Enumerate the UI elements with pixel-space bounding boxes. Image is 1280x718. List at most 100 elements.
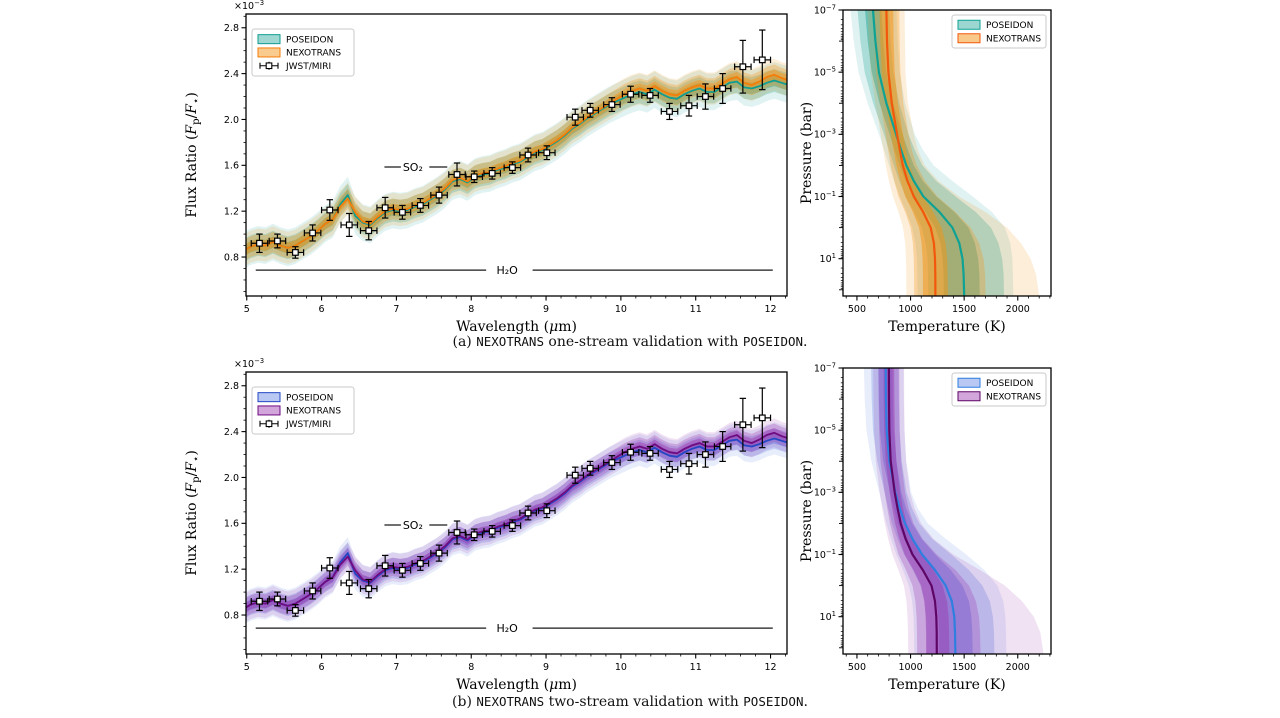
pt-band-nexotrans-1 bbox=[878, 368, 981, 654]
pt-band-nexotrans-0 bbox=[883, 368, 950, 654]
svg-text:2.4: 2.4 bbox=[224, 69, 239, 80]
svg-text:11: 11 bbox=[690, 304, 702, 315]
data-point bbox=[753, 29, 772, 91]
svg-text:2.0: 2.0 bbox=[224, 473, 239, 484]
data-point bbox=[537, 503, 556, 519]
pt-band-nexotrans-0 bbox=[879, 10, 948, 296]
svg-text:500: 500 bbox=[848, 304, 866, 315]
data-point bbox=[641, 445, 659, 461]
annotation-H₂O: H₂O bbox=[255, 622, 773, 635]
data-point bbox=[465, 528, 484, 542]
data-point bbox=[483, 525, 502, 538]
legend-label: JWST/MIRI bbox=[285, 62, 331, 72]
svg-text:1.6: 1.6 bbox=[224, 519, 239, 530]
spectrum-chart-b: SO₂ H₂O 5 6 7 8 9 10 11 12 0.8 1.2 1.6 2.0 2.4 2.8 ×10−3… bbox=[184, 358, 788, 693]
svg-text:SO₂: SO₂ bbox=[403, 519, 423, 532]
axes: 5 6 7 8 9 10 11 12 0.8 1.2 1.6 2.0 2.4 2.8 ×10−3 Wavele… bbox=[184, 0, 788, 335]
caption-text: (b) bbox=[452, 694, 477, 710]
svg-text:H₂O: H₂O bbox=[496, 264, 518, 277]
svg-text:101: 101 bbox=[820, 252, 836, 265]
svg-text:2000: 2000 bbox=[1006, 304, 1030, 315]
svg-text:9: 9 bbox=[543, 662, 549, 673]
legend-label: NEXOTRANS bbox=[286, 407, 341, 417]
data-point bbox=[376, 554, 395, 577]
svg-text:1000: 1000 bbox=[898, 304, 922, 315]
data-point bbox=[603, 455, 621, 471]
svg-text:1.2: 1.2 bbox=[224, 564, 239, 575]
legend-swatch-nexotrans bbox=[957, 391, 981, 402]
data-point bbox=[503, 161, 522, 174]
legend-label: POSEIDON bbox=[286, 35, 333, 45]
band-poseidon-0 bbox=[246, 74, 787, 256]
pt-band-nexotrans-2 bbox=[873, 368, 1044, 654]
y-axis-label: Pressure (bar) bbox=[800, 102, 815, 204]
data-point bbox=[581, 102, 600, 118]
caption-text: two-stream validation with bbox=[544, 694, 744, 710]
caption-text: . bbox=[803, 694, 808, 710]
data-point bbox=[376, 196, 395, 219]
svg-text:2.0: 2.0 bbox=[224, 115, 239, 126]
data-point bbox=[250, 233, 269, 254]
x-axis-label: Temperature (K) bbox=[888, 319, 1006, 335]
legend-label: POSEIDON bbox=[286, 393, 333, 403]
x-axis-label: Wavelength (μm) bbox=[456, 319, 577, 335]
svg-text:1500: 1500 bbox=[952, 304, 976, 315]
jwst-miri-points bbox=[250, 387, 772, 617]
svg-text:5: 5 bbox=[244, 304, 250, 315]
data-point bbox=[303, 224, 322, 242]
legend-errorbar-marker bbox=[265, 420, 273, 428]
jwst-miri-points bbox=[250, 29, 772, 259]
data-point bbox=[621, 85, 640, 103]
caption-a: (a) NEXOTRANS one-stream validation with… bbox=[170, 334, 1090, 350]
legend-swatch-nexotrans bbox=[257, 47, 281, 58]
data-point bbox=[603, 97, 621, 113]
pt-profile-chart-b: 500 1000 1500 2000 10−7 10−5 10−3 10−1 101 Temper… bbox=[800, 361, 1052, 693]
data-point bbox=[734, 397, 752, 452]
spectrum-chart-a: SO₂ H₂O 5 6 7 8 9 10 11 12 0.8 1.2 1.6 2.0 2.4 2.8 ×10−3… bbox=[184, 0, 788, 335]
data-point bbox=[465, 170, 484, 184]
data-point bbox=[519, 505, 537, 521]
data-layer: SO₂ H₂O bbox=[246, 29, 787, 277]
svg-text:1500: 1500 bbox=[952, 662, 976, 673]
data-point bbox=[696, 83, 715, 110]
data-point bbox=[483, 167, 502, 180]
data-point bbox=[660, 460, 679, 479]
legend: POSEIDON NEXOTRANS JWST/MIRI bbox=[251, 386, 355, 435]
data-point bbox=[430, 544, 448, 562]
axes: 500 1000 1500 2000 10−7 10−5 10−3 10−1 101 Temper… bbox=[800, 361, 1052, 693]
data-point bbox=[250, 591, 269, 612]
svg-text:2000: 2000 bbox=[1006, 662, 1030, 673]
data-layer bbox=[850, 10, 1040, 296]
svg-text:10−5: 10−5 bbox=[814, 65, 836, 78]
svg-text:10−7: 10−7 bbox=[814, 361, 836, 374]
svg-text:1.6: 1.6 bbox=[224, 161, 239, 172]
data-point bbox=[519, 147, 537, 163]
pt-median-poseidon bbox=[884, 368, 957, 654]
data-point bbox=[566, 466, 585, 484]
data-layer: SO₂ H₂O bbox=[246, 387, 787, 635]
svg-text:10: 10 bbox=[615, 304, 627, 315]
svg-text:7: 7 bbox=[393, 304, 399, 315]
svg-text:10−1: 10−1 bbox=[814, 190, 836, 203]
legend-label: POSEIDON bbox=[986, 379, 1033, 389]
caption-text: . bbox=[803, 334, 808, 350]
svg-text:2.8: 2.8 bbox=[224, 23, 239, 34]
data-point bbox=[340, 570, 359, 595]
pt-band-poseidon-2 bbox=[863, 368, 1007, 654]
caption-text: (a) bbox=[452, 334, 477, 350]
y-axis-label: Pressure (bar) bbox=[800, 460, 815, 562]
svg-text:10−3: 10−3 bbox=[814, 128, 836, 141]
y-axis-label: Flux Ratio (Fp/F⋆) bbox=[184, 92, 202, 218]
data-point bbox=[286, 604, 305, 617]
svg-text:1.2: 1.2 bbox=[224, 206, 239, 217]
legend-label: NEXOTRANS bbox=[986, 392, 1041, 402]
pt-band-poseidon-1 bbox=[871, 368, 995, 654]
band-poseidon-0 bbox=[246, 433, 787, 613]
svg-text:101: 101 bbox=[820, 610, 836, 623]
x-axis-label: Wavelength (μm) bbox=[456, 677, 577, 693]
legend: POSEIDON NEXOTRANS JWST/MIRI bbox=[251, 28, 355, 77]
data-point bbox=[393, 204, 412, 220]
data-point bbox=[680, 94, 698, 117]
svg-text:12: 12 bbox=[764, 662, 776, 673]
